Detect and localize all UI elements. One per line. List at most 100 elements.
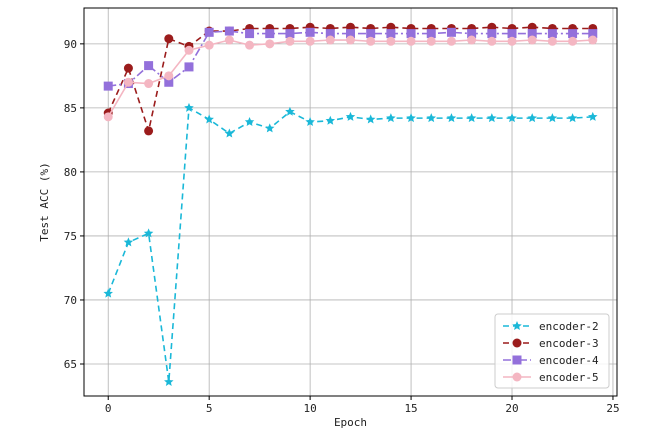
data-point-encoder-4 xyxy=(426,29,436,39)
data-point-encoder-5 xyxy=(346,35,355,45)
y-tick-label: 90 xyxy=(64,38,77,51)
data-point-encoder-4 xyxy=(144,61,154,71)
data-point-encoder-5 xyxy=(204,40,214,50)
data-point-encoder-2 xyxy=(507,113,517,123)
legend: encoder-2 encoder-3 encoder-4 encoder-5 xyxy=(494,313,610,389)
data-point-encoder-5 xyxy=(285,36,295,46)
data-point-encoder-2 xyxy=(386,113,396,123)
data-point-encoder-4 xyxy=(103,81,113,91)
x-tick-label: 10 xyxy=(303,402,316,415)
data-point-encoder-2 xyxy=(305,116,315,127)
data-point-encoder-2 xyxy=(143,228,154,238)
data-point-encoder-3 xyxy=(164,34,174,44)
data-point-encoder-2 xyxy=(527,113,537,123)
data-point-encoder-4 xyxy=(265,29,275,39)
data-point-encoder-4 xyxy=(305,27,315,37)
data-point-encoder-4 xyxy=(547,29,557,39)
data-point-encoder-2 xyxy=(426,113,437,123)
data-point-encoder-2 xyxy=(406,113,416,123)
data-point-encoder-5 xyxy=(164,71,174,81)
legend-marker-encoder-3 xyxy=(512,338,522,348)
data-point-encoder-2 xyxy=(164,376,174,386)
legend-marker-encoder-5 xyxy=(512,372,522,382)
data-point-encoder-5 xyxy=(123,77,133,87)
x-tick-label: 25 xyxy=(606,402,619,415)
y-tick-label: 80 xyxy=(64,166,77,179)
data-point-encoder-4 xyxy=(568,29,578,39)
data-point-encoder-2 xyxy=(547,113,558,123)
data-point-encoder-3 xyxy=(144,126,154,136)
data-point-encoder-2 xyxy=(446,113,457,123)
data-point-encoder-4 xyxy=(386,29,396,39)
data-point-encoder-4 xyxy=(527,29,537,39)
data-point-encoder-5 xyxy=(507,36,517,46)
legend-box xyxy=(494,313,610,389)
data-point-encoder-4 xyxy=(285,29,295,39)
legend-marker-encoder-2 xyxy=(512,321,522,331)
data-point-encoder-5 xyxy=(527,35,537,45)
y-tick-label: 85 xyxy=(64,102,77,115)
data-point-encoder-5 xyxy=(184,45,194,55)
data-point-encoder-5 xyxy=(265,39,275,49)
axes-frame xyxy=(83,7,618,397)
data-point-encoder-4 xyxy=(325,29,335,39)
data-point-encoder-4 xyxy=(588,29,598,39)
data-point-encoder-5 xyxy=(325,35,335,45)
data-point-encoder-2 xyxy=(588,111,598,121)
data-point-encoder-2 xyxy=(285,106,295,116)
data-point-encoder-2 xyxy=(365,114,376,124)
data-point-encoder-2 xyxy=(184,102,194,112)
grid-lines xyxy=(84,8,617,396)
legend-marker-encoder-4 xyxy=(512,355,522,365)
data-point-encoder-3 xyxy=(123,63,133,73)
y-axis-label: Test ACC (%) xyxy=(38,162,51,241)
data-point-encoder-5 xyxy=(103,112,113,122)
data-point-encoder-4 xyxy=(366,29,376,39)
data-point-encoder-2 xyxy=(345,111,356,121)
data-point-encoder-4 xyxy=(507,29,517,39)
data-point-encoder-5 xyxy=(386,36,396,46)
x-tick-label: 0 xyxy=(105,402,112,415)
data-point-encoder-5 xyxy=(144,79,154,89)
data-point-encoder-5 xyxy=(588,35,598,45)
data-point-encoder-5 xyxy=(406,36,416,46)
x-tick-label: 15 xyxy=(404,402,417,415)
data-point-encoder-4 xyxy=(204,27,214,37)
data-point-encoder-2 xyxy=(264,123,275,133)
y-tick-label: 70 xyxy=(64,294,77,307)
data-point-encoder-2 xyxy=(103,288,113,298)
data-point-encoder-5 xyxy=(305,36,315,46)
data-point-encoder-2 xyxy=(567,113,578,123)
data-point-encoder-4 xyxy=(245,29,255,39)
data-point-encoder-2 xyxy=(487,113,497,123)
data-point-encoder-2 xyxy=(204,114,214,124)
legend-label-encoder-2: encoder-2 xyxy=(539,320,599,333)
data-point-encoder-4 xyxy=(487,29,497,39)
x-tick-label: 20 xyxy=(505,402,518,415)
x-tick-label: 5 xyxy=(206,402,213,415)
data-point-encoder-2 xyxy=(123,237,134,247)
data-point-encoder-4 xyxy=(446,27,456,37)
y-tick-label: 75 xyxy=(64,230,77,243)
data-point-encoder-5 xyxy=(547,36,557,46)
legend-label-encoder-5: encoder-5 xyxy=(539,371,599,384)
data-point-encoder-2 xyxy=(244,116,255,127)
data-point-encoder-4 xyxy=(467,29,477,39)
data-point-encoder-4 xyxy=(224,26,234,36)
data-point-encoder-5 xyxy=(426,36,436,46)
data-point-encoder-5 xyxy=(467,35,477,45)
legend-label-encoder-4: encoder-4 xyxy=(539,354,599,367)
data-point-encoder-5 xyxy=(245,40,255,50)
data-point-encoder-4 xyxy=(164,77,174,87)
y-tick-label: 65 xyxy=(64,358,77,371)
x-axis-label: Epoch xyxy=(334,416,367,429)
data-point-encoder-5 xyxy=(568,36,578,46)
data-point-encoder-2 xyxy=(466,113,477,123)
data-point-encoder-2 xyxy=(224,128,235,138)
data-point-encoder-5 xyxy=(487,36,497,46)
data-point-encoder-5 xyxy=(224,35,234,45)
legend-label-encoder-3: encoder-3 xyxy=(539,337,599,350)
data-point-encoder-5 xyxy=(366,36,376,46)
